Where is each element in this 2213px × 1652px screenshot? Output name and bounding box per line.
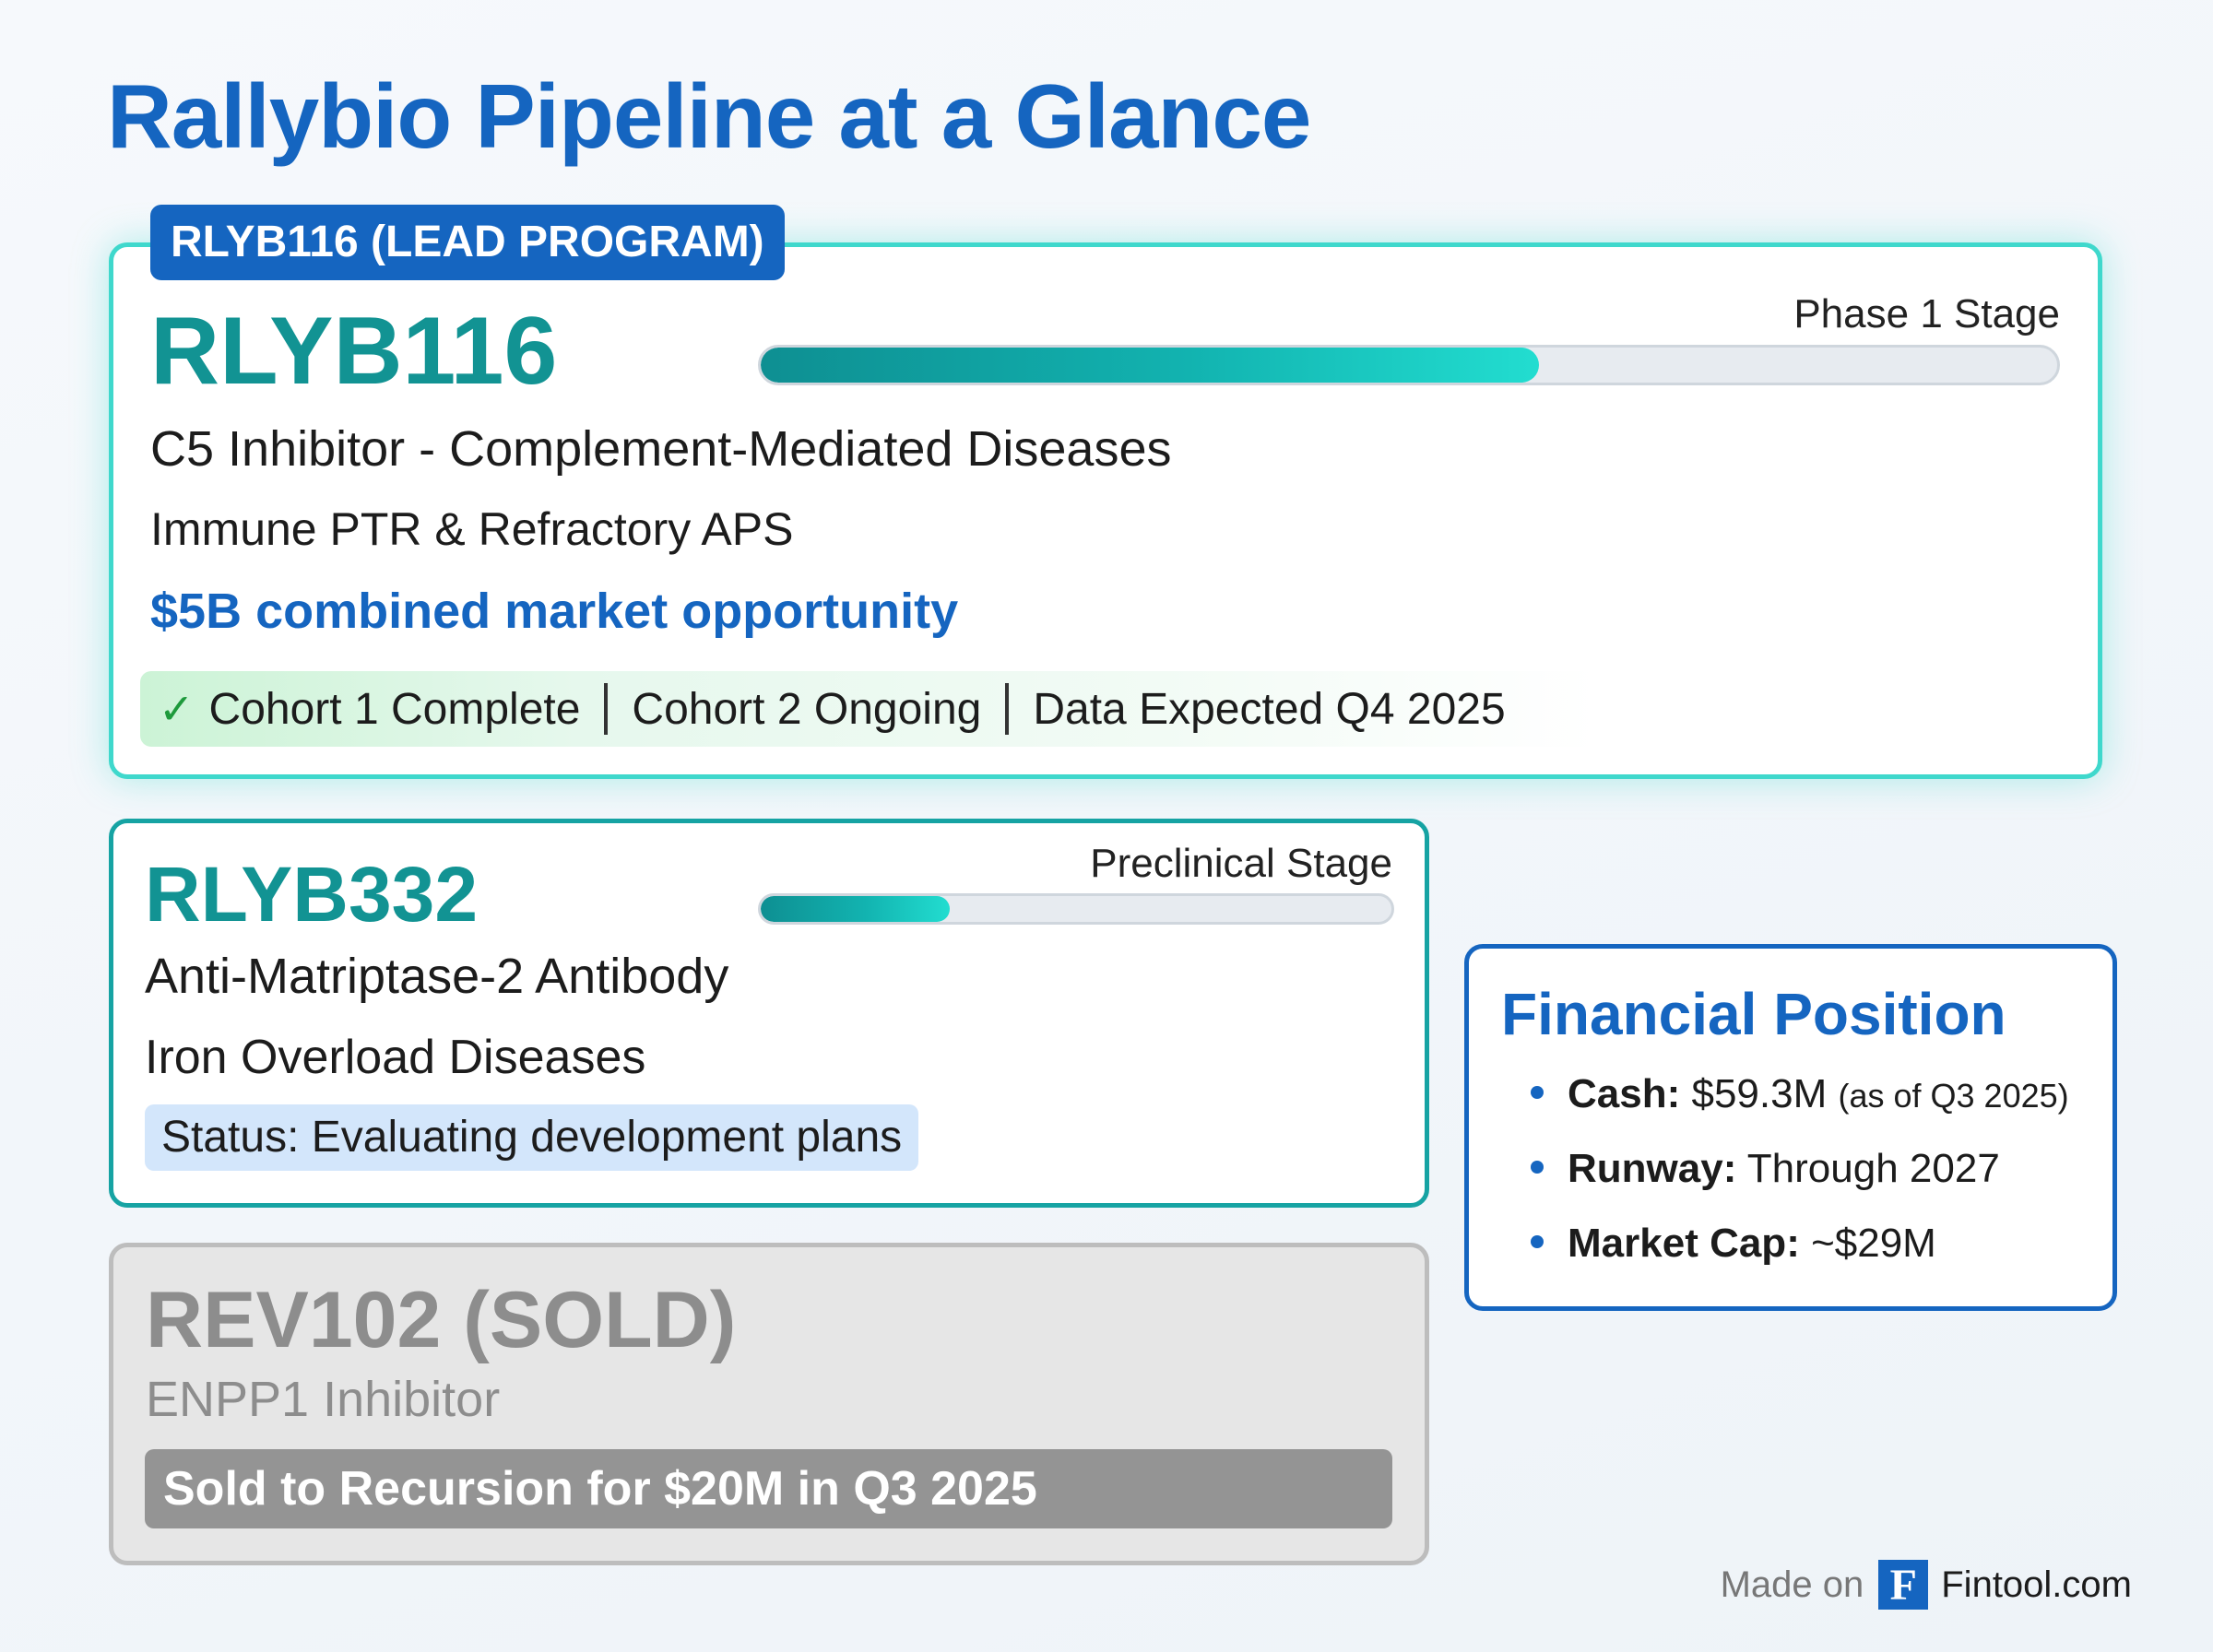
rlyb332-progress-fill [761, 896, 951, 922]
rlyb332-mechanism: Anti-Matriptase-2 Antibody [145, 949, 729, 1004]
runway-label: Runway: [1568, 1146, 1737, 1191]
bullet-dot-icon [1531, 1161, 1544, 1174]
lead-indications: Immune PTR & Refractory APS [150, 503, 794, 555]
cash-label: Cash: [1568, 1071, 1681, 1116]
financial-mcap-row: Market Cap: ~$29M [1531, 1221, 1936, 1267]
rlyb332-stage-label: Preclinical Stage [1090, 841, 1392, 886]
financial-runway-row: Runway: Through 2027 [1531, 1146, 2000, 1192]
milestone-data-expected: Data Expected Q4 2025 [1033, 684, 1506, 734]
cash-value: $59.3M [1691, 1071, 1828, 1116]
rev102-mechanism: ENPP1 Inhibitor [146, 1372, 501, 1427]
lead-market-opportunity: $5B combined market opportunity [150, 584, 959, 639]
financial-position-card [1464, 944, 2117, 1311]
rlyb332-name: RLYB332 [145, 851, 479, 938]
fintool-logo-icon: F [1878, 1560, 1929, 1610]
lead-progress-bar [758, 345, 2060, 385]
mcap-label: Market Cap: [1568, 1221, 1800, 1266]
rlyb332-progress-bar [758, 893, 1394, 925]
lead-stage-label: Phase 1 Stage [1793, 291, 2060, 336]
footer-attribution: Made on F Fintool.com [1721, 1560, 2132, 1610]
rev102-name: REV102 (SOLD) [146, 1276, 737, 1364]
milestone-divider [1005, 683, 1010, 735]
rlyb332-status-badge: Status: Evaluating development plans [145, 1104, 919, 1171]
lead-milestones: ✓ Cohort 1 Complete Cohort 2 Ongoing Dat… [140, 671, 1597, 747]
runway-value: Through 2027 [1746, 1146, 2000, 1191]
milestone-divider [604, 683, 609, 735]
milestone-cohort-2: Cohort 2 Ongoing [632, 684, 982, 734]
check-icon: ✓ [159, 685, 195, 733]
bullet-dot-icon [1531, 1235, 1544, 1249]
mcap-value: ~$29M [1811, 1221, 1936, 1266]
fintool-brand-link[interactable]: Fintool.com [1941, 1564, 2132, 1605]
made-on-text: Made on [1720, 1564, 1864, 1605]
bullet-dot-icon [1531, 1086, 1544, 1100]
lead-mechanism: C5 Inhibitor - Complement-Mediated Disea… [150, 421, 1172, 477]
page-title: Rallybio Pipeline at a Glance [107, 65, 1311, 167]
lead-program-name: RLYB116 [150, 298, 558, 405]
lead-progress-fill [761, 348, 1539, 383]
cash-note: (as of Q3 2025) [1838, 1077, 2069, 1115]
financial-cash-row: Cash: $59.3M (as of Q3 2025) [1531, 1071, 2069, 1117]
milestone-cohort-1: Cohort 1 Complete [208, 684, 581, 734]
financial-title: Financial Position [1501, 981, 2006, 1047]
rev102-sold-note: Sold to Recursion for $20M in Q3 2025 [145, 1449, 1392, 1528]
lead-program-tag: RLYB116 (LEAD PROGRAM) [150, 205, 785, 280]
rlyb332-indication: Iron Overload Diseases [145, 1031, 646, 1084]
